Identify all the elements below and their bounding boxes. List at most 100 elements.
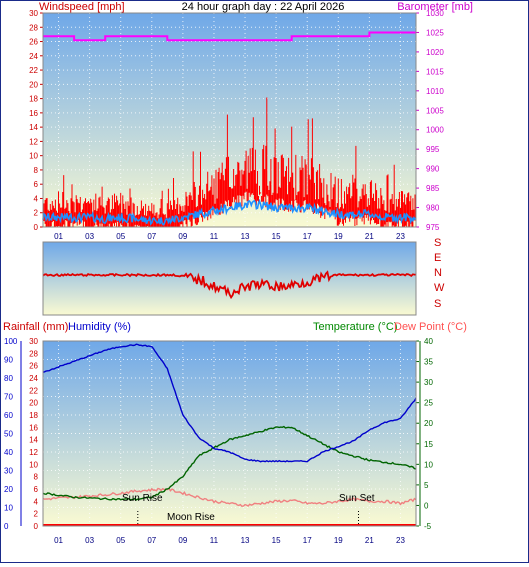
windspeed-tick-label: 12 <box>29 137 38 146</box>
sunset-label: Sun Set <box>339 493 375 504</box>
rainfall-axis-label: Rainfall (mm) <box>3 321 68 333</box>
humidity-tick-label: 100 <box>4 337 18 346</box>
barometer-tick-label: 1015 <box>426 67 444 76</box>
rainfall-tick-label: 28 <box>29 349 38 358</box>
top-x-tick-label: 05 <box>116 232 125 241</box>
direction-plot-border <box>42 241 417 316</box>
windspeed-tick-label: 10 <box>29 152 38 161</box>
dewpoint-axis-label: Dew Point (°C) <box>394 321 467 333</box>
temperature-tick-label: 10 <box>424 460 433 469</box>
windspeed-tick-label: 4 <box>34 194 39 203</box>
temperature-tick-label: 40 <box>424 337 433 346</box>
direction-label: S <box>434 298 441 310</box>
top-x-tick-label: 17 <box>303 232 312 241</box>
top-x-tick-label: 03 <box>85 232 94 241</box>
temperature-tick-label: 35 <box>424 358 433 367</box>
humidity-tick-label: 30 <box>4 467 13 476</box>
top-x-tick-label: 21 <box>365 232 374 241</box>
barometer-tick-label: 990 <box>426 165 440 174</box>
barometer-tick-label: 995 <box>426 145 440 154</box>
humidity-tick-label: 70 <box>4 393 13 402</box>
humidity-tick-label: 20 <box>4 485 13 494</box>
top-x-tick-label: 07 <box>147 232 156 241</box>
windspeed-tick-label: 0 <box>34 223 39 232</box>
barometer-tick-label: 1030 <box>426 9 444 18</box>
bottom-plot-border <box>42 340 417 527</box>
temperature-tick-label: 30 <box>424 378 433 387</box>
temperature-tick-label: -5 <box>424 522 432 531</box>
top-x-tick-label: 09 <box>178 232 187 241</box>
rainfall-tick-label: 6 <box>34 485 39 494</box>
rainfall-tick-label: 8 <box>34 473 39 482</box>
windspeed-tick-label: 16 <box>29 109 38 118</box>
top-plot-border <box>42 12 417 228</box>
rainfall-tick-label: 16 <box>29 423 38 432</box>
temperature-tick-label: 5 <box>424 481 429 490</box>
temperature-series <box>42 425 417 501</box>
direction-label: E <box>434 252 441 264</box>
windspeed-tick-label: 14 <box>29 123 38 132</box>
humidity-tick-label: 40 <box>4 448 13 457</box>
barometer-tick-label: 1005 <box>426 106 444 115</box>
barometer-tick-label: 975 <box>426 223 440 232</box>
humidity-tick-label: 90 <box>4 356 13 365</box>
temperature-axis-label: Temperature (°C) <box>313 321 397 333</box>
bottom-x-tick-label: 13 <box>241 536 250 545</box>
bottom-x-tick-label: 15 <box>272 536 281 545</box>
windspeed-tick-label: 8 <box>34 166 39 175</box>
windspeed-tick-label: 24 <box>29 52 38 61</box>
bottom-x-tick-label: 17 <box>303 536 312 545</box>
rainfall-tick-label: 26 <box>29 362 38 371</box>
rainfall-tick-label: 30 <box>29 337 38 346</box>
bottom-x-tick-label: 05 <box>116 536 125 545</box>
humidity-tick-label: 10 <box>4 504 13 513</box>
windspeed-tick-label: 6 <box>34 180 39 189</box>
humidity-tick-label: 60 <box>4 411 13 420</box>
bottom-x-tick-label: 19 <box>334 536 343 545</box>
windspeed-tick-label: 2 <box>34 209 39 218</box>
wind-barometer-panel: 0246810121416182022242628309759809859909… <box>29 9 444 241</box>
bottom-x-tick-label: 23 <box>396 536 405 545</box>
top-x-tick-label: 23 <box>396 232 405 241</box>
top-x-tick-label: 19 <box>334 232 343 241</box>
windspeed-average-series <box>42 198 417 226</box>
windspeed-tick-label: 28 <box>29 23 38 32</box>
top-x-tick-label: 13 <box>241 232 250 241</box>
wind-direction-series <box>42 270 416 300</box>
rainfall-tick-label: 10 <box>29 460 38 469</box>
sunrise-label: Sun Rise <box>122 493 163 504</box>
top-x-tick-label: 01 <box>54 232 63 241</box>
barometer-tick-label: 1025 <box>426 28 444 37</box>
bottom-x-tick-label: 09 <box>178 536 187 545</box>
rainfall-tick-label: 24 <box>29 374 38 383</box>
humidity-axis-label: Humidity (%) <box>68 321 131 333</box>
rainfall-tick-label: 2 <box>34 510 39 519</box>
barometer-tick-label: 985 <box>426 184 440 193</box>
rainfall-tick-label: 20 <box>29 399 38 408</box>
rainfall-tick-label: 4 <box>34 497 39 506</box>
direction-label: S <box>434 237 441 249</box>
temperature-tick-label: 15 <box>424 440 433 449</box>
bottom-x-tick-label: 11 <box>210 536 219 545</box>
windspeed-tick-label: 26 <box>29 38 38 47</box>
moonrise-label: Moon Rise <box>167 512 215 523</box>
rainfall-tick-label: 14 <box>29 436 38 445</box>
temperature-tick-label: 20 <box>424 419 433 428</box>
barometer-series <box>43 31 416 42</box>
barometer-tick-label: 1020 <box>426 48 444 57</box>
windspeed-tick-label: 18 <box>29 95 38 104</box>
bottom-x-tick-label: 03 <box>85 536 94 545</box>
barometer-tick-label: 1000 <box>426 126 444 135</box>
rainfall-tick-label: 22 <box>29 386 38 395</box>
bottom-x-tick-label: 07 <box>147 536 156 545</box>
bottom-x-tick-label: 01 <box>54 536 63 545</box>
windspeed-tick-label: 20 <box>29 80 38 89</box>
dewpoint-series <box>42 487 417 508</box>
rainfall-tick-label: 0 <box>34 522 39 531</box>
windspeed-tick-label: 22 <box>29 66 38 75</box>
chart-title: 24 hour graph day : 22 April 2026 <box>182 1 345 13</box>
direction-label: W <box>434 282 445 294</box>
humidity-series <box>42 343 417 463</box>
